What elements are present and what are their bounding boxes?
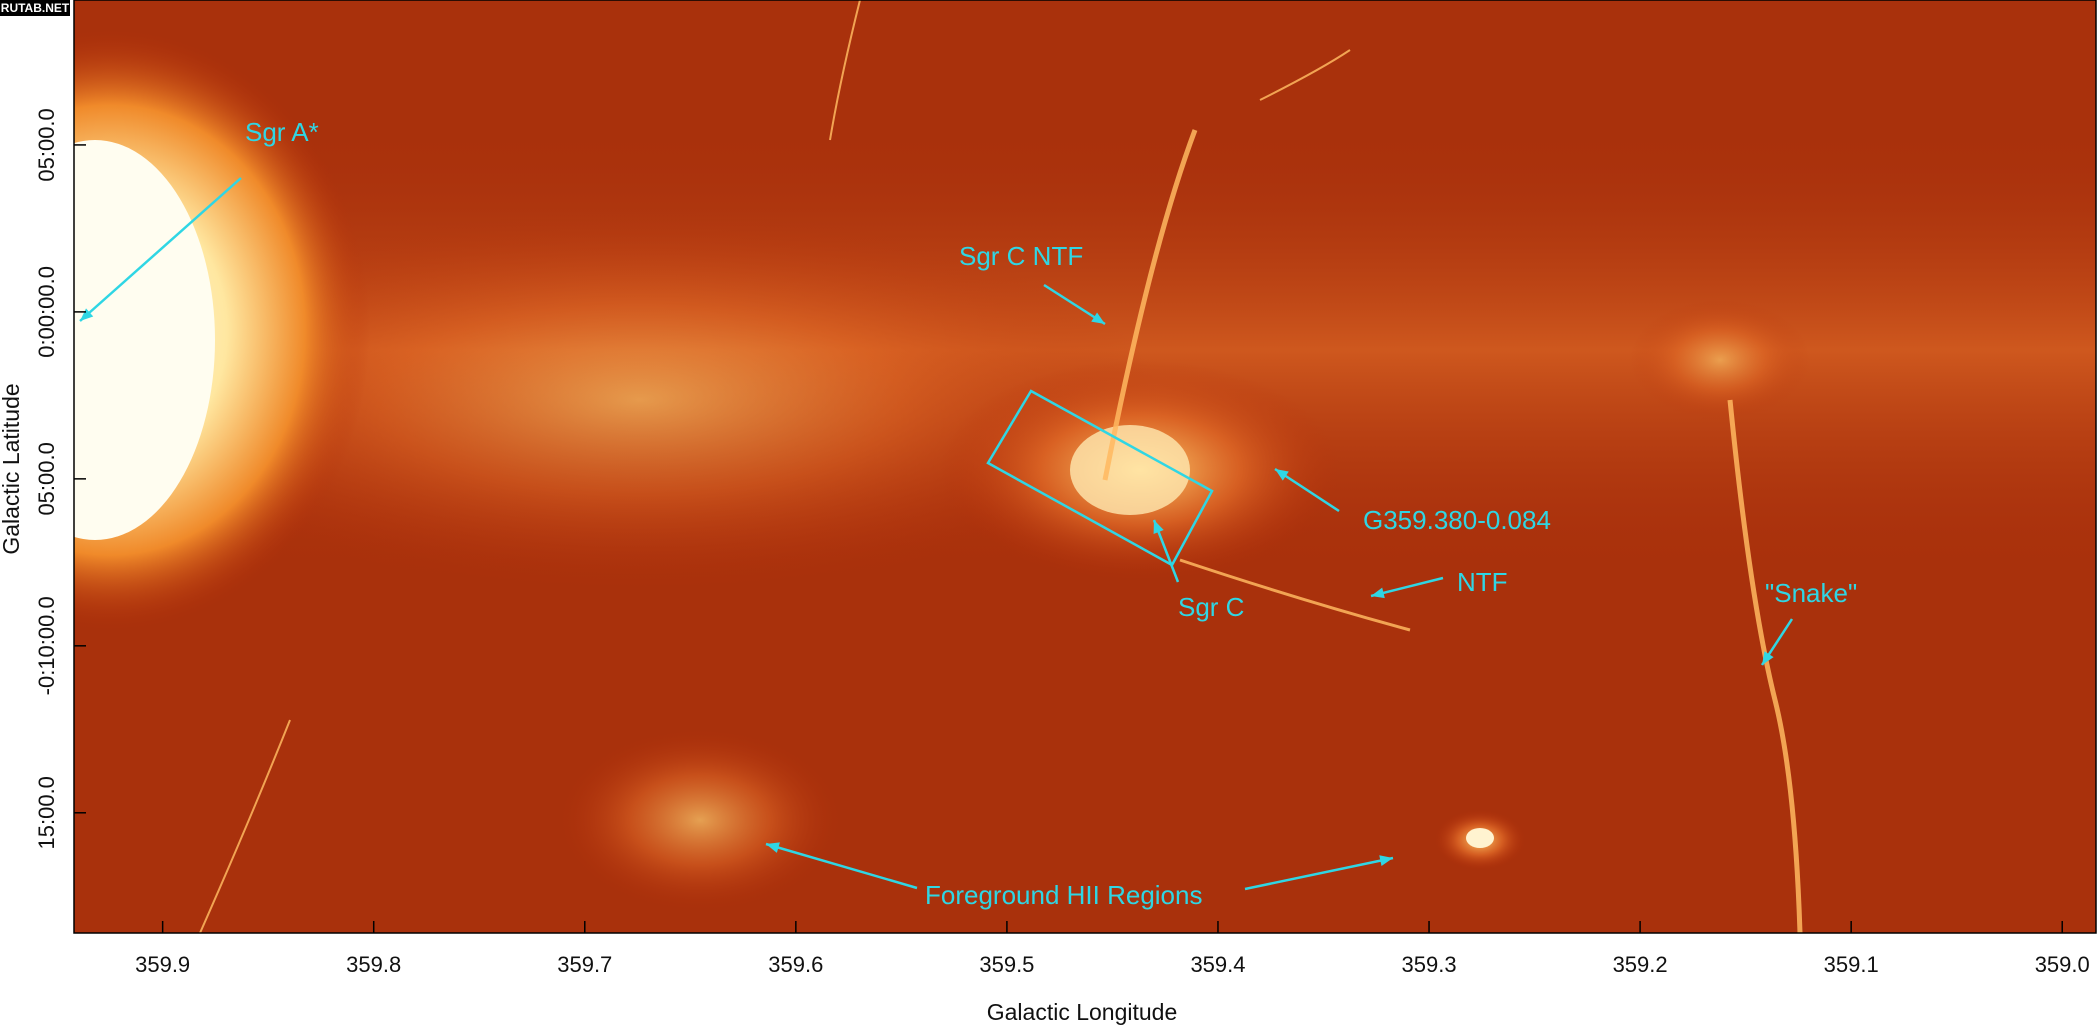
radio-image bbox=[74, 0, 2096, 933]
y-tick-label: 15:00.0 bbox=[34, 776, 59, 849]
x-tick-label: 359.5 bbox=[979, 952, 1034, 977]
filaments bbox=[199, 0, 1803, 933]
annotation-label: "Snake" bbox=[1765, 578, 1857, 608]
x-tick-label: 359.2 bbox=[1613, 952, 1668, 977]
arrow-head bbox=[80, 308, 94, 321]
arrow-shaft bbox=[1244, 856, 1394, 891]
annotation-label: Foreground HII Regions bbox=[925, 880, 1202, 910]
watermark: RUTAB.NET bbox=[1, 1, 70, 15]
x-tick-label: 359.3 bbox=[1402, 952, 1457, 977]
arrow-head bbox=[1153, 520, 1164, 534]
annotation-label: NTF bbox=[1457, 567, 1508, 597]
image-frame bbox=[73, 0, 2097, 934]
arrow-head bbox=[1762, 651, 1774, 665]
y-tick-label: 05:00.0 bbox=[34, 442, 59, 515]
x-axis-label: Galactic Longitude bbox=[987, 999, 1178, 1025]
y-tick-label: 0:00:00.0 bbox=[34, 266, 59, 358]
annotation-label: Sgr C bbox=[1178, 592, 1244, 622]
y-tick-label: -0:10:00.0 bbox=[34, 596, 59, 695]
x-tick-label: 359.4 bbox=[1190, 952, 1245, 977]
arrow-shaft bbox=[79, 177, 242, 322]
y-axis-label: Galactic Latitude bbox=[0, 383, 24, 554]
watermark-box bbox=[0, 0, 70, 16]
x-tick-label: 359.7 bbox=[557, 952, 612, 977]
arrow-head bbox=[1371, 587, 1385, 599]
arrow-head bbox=[1091, 312, 1105, 324]
arrow-head bbox=[1379, 855, 1393, 866]
y-tick-label: 05:00.0 bbox=[34, 108, 59, 181]
annotation-label: Sgr A* bbox=[245, 117, 319, 147]
arrow-shaft bbox=[765, 842, 918, 890]
x-tick-label: 359.0 bbox=[2035, 952, 2090, 977]
arrow-head bbox=[1275, 469, 1289, 481]
annotation-arrows bbox=[79, 177, 1794, 891]
annotation-label: G359.380-0.084 bbox=[1363, 505, 1551, 535]
x-tick-label: 359.1 bbox=[1824, 952, 1879, 977]
x-tick-label: 359.9 bbox=[135, 952, 190, 977]
arrow-head bbox=[766, 842, 780, 853]
x-tick-label: 359.8 bbox=[346, 952, 401, 977]
x-tick-label: 359.6 bbox=[768, 952, 823, 977]
annotation-label: Sgr C NTF bbox=[959, 241, 1083, 271]
